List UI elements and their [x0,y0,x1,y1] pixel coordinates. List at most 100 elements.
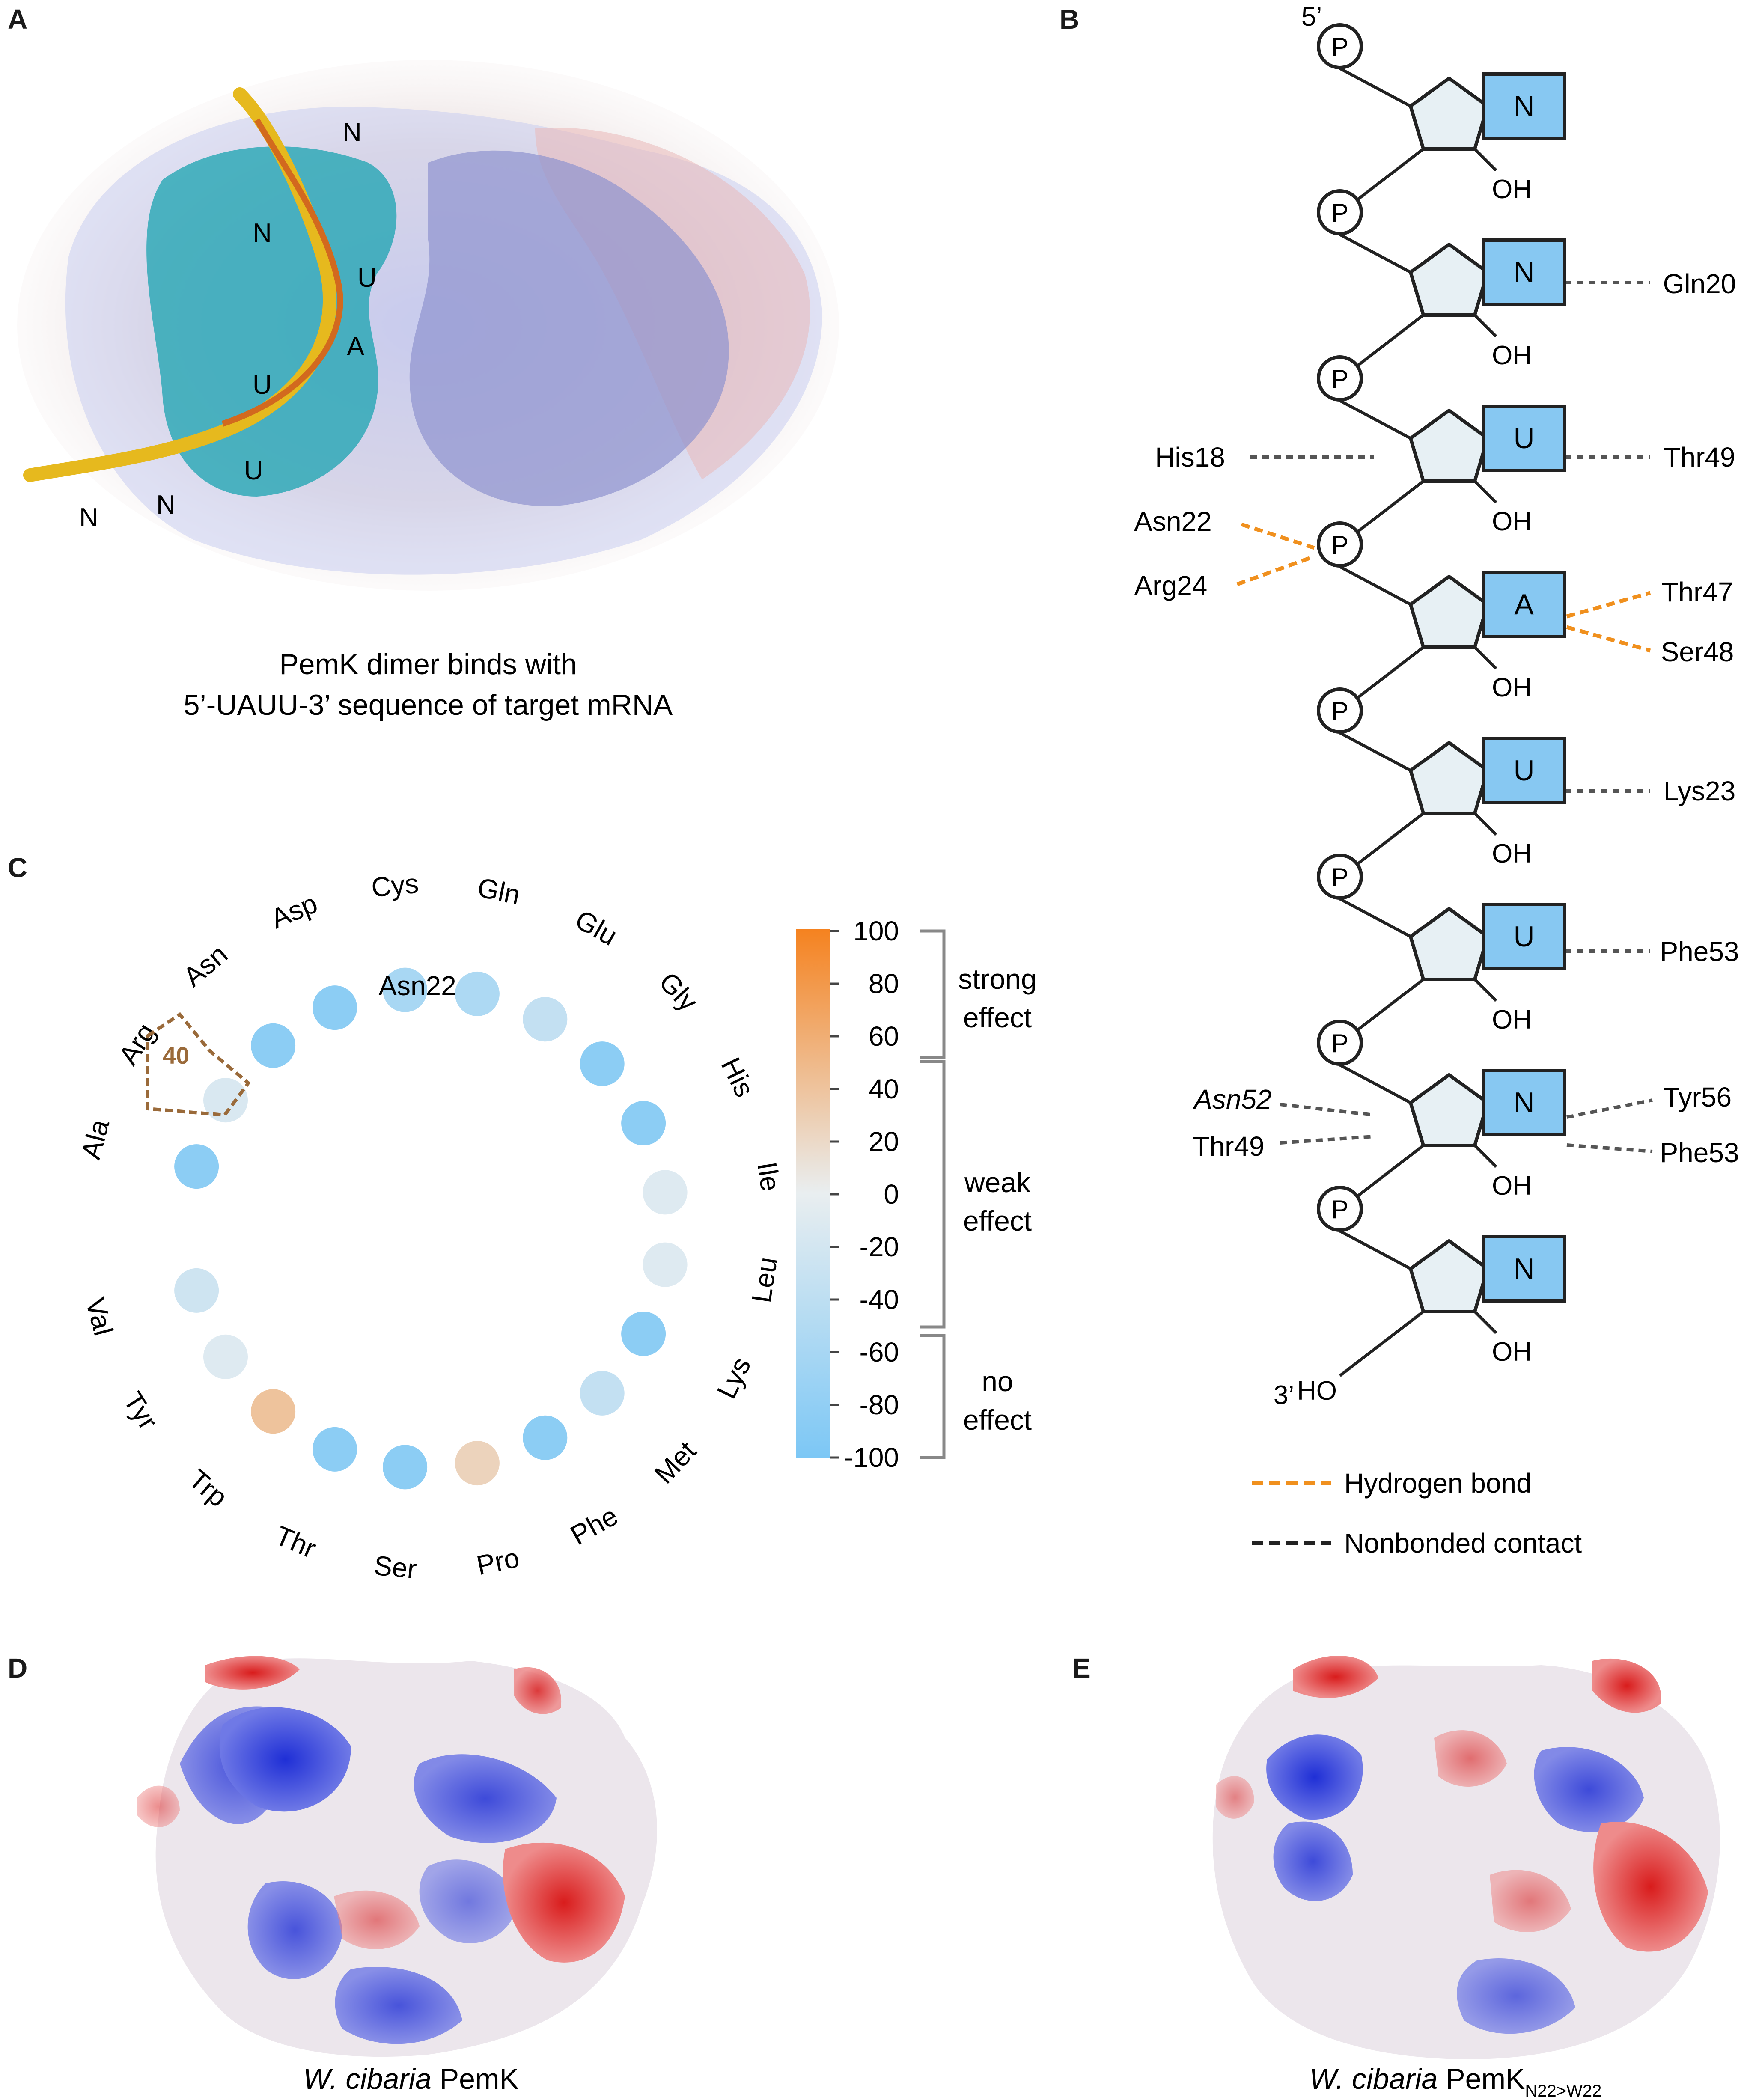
residue-dot-lys [621,1312,666,1356]
contact-arg24: Arg24 [1134,570,1208,601]
residue-label-lys: Lys [711,1353,756,1404]
nucleobase-label: N [1513,90,1534,122]
panel-e-surface [1212,1655,1720,2060]
rna-label: U [357,263,377,293]
hydroxyl-label: OH [1492,1005,1532,1035]
surface-patch [1216,1776,1254,1819]
residue-label-met: Met [649,1435,702,1490]
surface-patch [219,1707,351,1812]
residue-label-trp: Trp [183,1463,233,1513]
residue-label-val: Val [80,1294,119,1339]
contact-thr47: Thr47 [1661,577,1733,607]
panel-label-a: A [8,4,28,35]
bracket-weak [920,1060,946,1329]
rna-label: N [253,218,272,248]
residue-label-gly: Gly [653,966,704,1017]
hbond-line [1241,522,1315,550]
wheel-center-label: Asn22 [378,970,456,1001]
protein-name: PemK [432,2063,519,2095]
ribose-sugar [1408,408,1490,483]
residue-dot-thr [313,1427,357,1472]
contact-thr49-right: Thr49 [1664,442,1735,473]
group-none-line1: no [982,1365,1013,1397]
colorbar-tick-label: 20 [869,1126,899,1157]
hydroxyl-bond [1473,480,1497,504]
ribose-sugar [1408,1239,1490,1313]
hydroxyl-label: OH [1492,1171,1532,1201]
surface-patch [419,1859,518,1943]
ribose-sugar [1408,76,1490,151]
surface-patch [1434,1730,1507,1787]
contact-phe53-lower: Phe53 [1660,1137,1739,1168]
rna-label: U [244,456,263,485]
surface-patch [1593,1822,1708,1952]
residue-dot-his [621,1101,666,1145]
panel-a-caption-line1: PemK dimer binds with [279,648,577,681]
rna-label: A [347,332,365,361]
colorbar-tick-label: -20 [860,1231,899,1262]
bracket-none [920,1334,946,1459]
surface-patch [503,1842,625,1963]
nucleobase-label: N [1513,256,1534,289]
group-weak-line1: weak [964,1166,1031,1198]
ribose-sugar [1408,574,1490,649]
phosphate-circle [1317,854,1363,900]
hydroxyl-label: OH [1492,839,1532,869]
colorbar-tick-label: 80 [869,968,899,999]
contacts-left: His18 Asn22 Arg24 Asn52 Thr49 [1134,442,1375,1162]
surface-patch [414,1754,557,1843]
hydroxyl-bond [1473,978,1497,1002]
legend-nonbond-label: Nonbonded contact [1344,1528,1582,1559]
protein-name: PemK [1438,2063,1525,2095]
hydroxyl-label: OH [1492,673,1532,702]
surface-patch [1592,1658,1661,1713]
surface-patch [1273,1821,1353,1901]
residue-dot-ser [383,1445,428,1490]
colorbar-tick-label: 60 [869,1021,899,1052]
contact-thr49: Thr49 [1193,1131,1264,1162]
residue-dot-cys [383,967,428,1012]
surface-patch [247,1881,342,1979]
phosphate-circle [1317,23,1363,69]
backbone-bond [1339,1229,1411,1270]
contacts-right: Gln20 Thr49 Thr47 Ser48 Lys23 Phe53 Tyr5… [1565,268,1739,1168]
colorbar-tick-label: 100 [853,916,899,946]
phosphate-label: P [1331,1195,1348,1224]
nucleobase [1482,737,1566,804]
nucleobase-label: A [1514,588,1534,621]
cartoon-monomer-cyan [146,146,397,497]
panel-b-schematic: 5’ 3’ HO His18 Asn22 Arg24 Asn52 Thr49 G… [1134,2,1739,1559]
nucleobase [1482,1235,1566,1303]
group-weak-line2: effect [963,1205,1032,1237]
surface-patch [514,1667,562,1714]
contact-ser48: Ser48 [1661,637,1734,667]
phosphate-label: P [1331,697,1348,726]
residue-dot-tyr [203,1334,248,1379]
colorbar-tick-label: -40 [860,1284,899,1315]
residue-label-ile: Ile [751,1160,786,1193]
phosphate-label: P [1331,365,1348,393]
residue-dot-arg [203,1078,248,1123]
residue-dot-asp [313,985,357,1030]
backbone-bond [1339,1063,1411,1104]
residue-dot-ala [174,1144,219,1189]
colorbar-tick-label: -60 [860,1337,899,1368]
residue-label-glu: Glu [570,904,622,952]
nucleobase-label: U [1513,754,1534,787]
hydroxyl-bond [1473,1144,1497,1168]
three-prime-label: 3’ [1274,1380,1294,1410]
residue-label-asn: Asn [177,938,233,992]
backbone-bond [1339,897,1411,938]
panel-d-surface [137,1656,657,2057]
contact-phe53: Phe53 [1660,936,1739,967]
nonbond-contact-line [1280,1135,1375,1145]
contact-lys23: Lys23 [1664,776,1735,806]
phosphate-label: P [1331,199,1348,227]
backbone-bond [1339,731,1411,772]
group-strong-line2: effect [963,1002,1032,1033]
hydroxyl-bond [1473,148,1497,172]
species-name: W. cibaria [1310,2063,1438,2095]
phosphate-circle [1317,687,1363,734]
nucleobase-label: U [1513,920,1534,953]
